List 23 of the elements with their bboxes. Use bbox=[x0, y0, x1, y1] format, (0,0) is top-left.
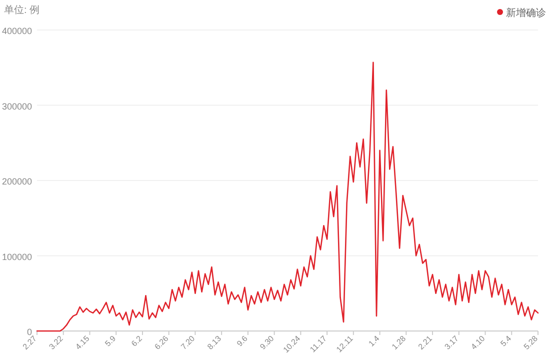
x-tick-label: 4.10 bbox=[469, 334, 488, 352]
legend-label: 新增确诊 bbox=[506, 7, 546, 19]
y-tick-label: 400000 bbox=[2, 26, 32, 36]
x-tick-label: 8.13 bbox=[206, 334, 224, 352]
x-tick-label: 6.2 bbox=[130, 334, 144, 348]
x-tick-label: 1.28 bbox=[390, 334, 408, 352]
x-tick-label: 5.28 bbox=[522, 334, 540, 352]
x-tick-label: 1.4 bbox=[366, 334, 382, 348]
x-tick-label: 4.15 bbox=[74, 334, 92, 352]
y-tick-label: 300000 bbox=[2, 101, 32, 112]
x-tick-label: 6.26 bbox=[152, 334, 171, 352]
x-tick-label: 5.4 bbox=[498, 334, 514, 348]
y-axis-title: 单位: 例 bbox=[4, 4, 40, 16]
x-tick-label: 3.22 bbox=[47, 334, 66, 352]
x-tick-label: 2.21 bbox=[416, 334, 434, 352]
y-tick-label: 200000 bbox=[2, 176, 32, 186]
line-series bbox=[36, 62, 539, 332]
x-tick-label: 7.20 bbox=[179, 334, 198, 352]
x-tick-label: 5.9 bbox=[103, 334, 118, 348]
x-tick-label: 9.30 bbox=[258, 334, 276, 352]
x-tick-label: 9.6 bbox=[235, 334, 250, 348]
y-tick-label: 100000 bbox=[2, 252, 32, 262]
y-tick-label: 0 bbox=[26, 327, 32, 337]
